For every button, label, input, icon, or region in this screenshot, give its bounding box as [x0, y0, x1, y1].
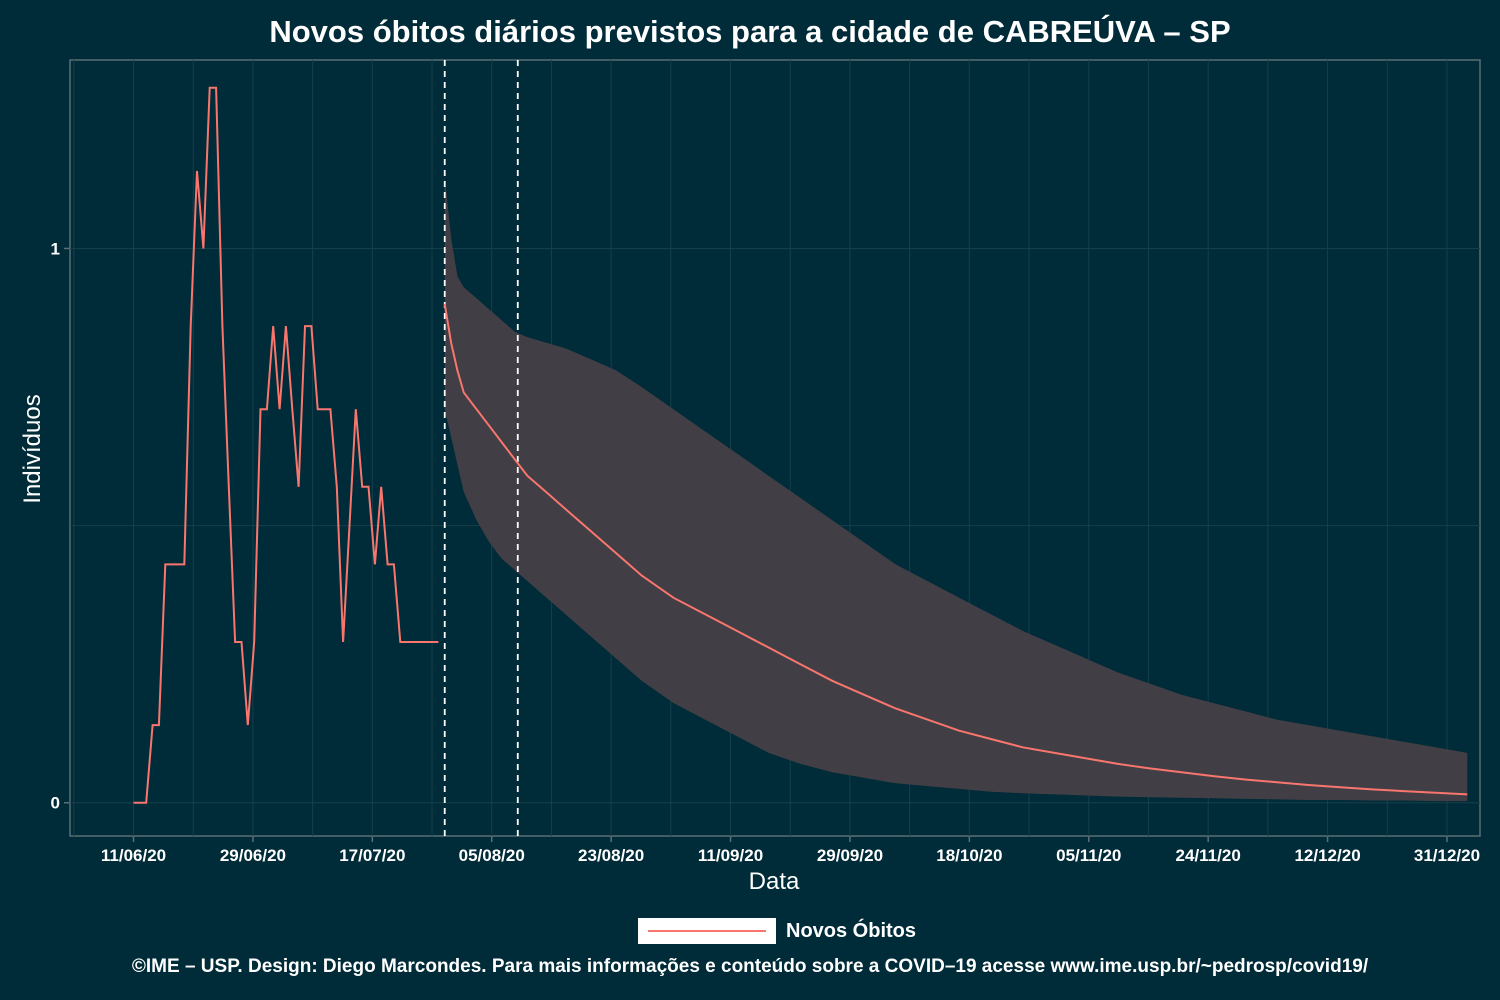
- forecast-confidence-band: [444, 176, 1468, 802]
- x-tick-label: 05/11/20: [1056, 846, 1121, 865]
- legend: Novos Óbitos: [638, 917, 916, 945]
- legend-key: [638, 918, 776, 944]
- legend-key-line: [648, 930, 766, 932]
- series-line-observed: [133, 86, 439, 804]
- y-tick-label: 0: [51, 794, 60, 813]
- chart-title: Novos óbitos diários previstos para a ci…: [269, 14, 1231, 49]
- legend-label: Novos Óbitos: [786, 919, 917, 942]
- x-tick-label: 12/12/20: [1294, 846, 1360, 865]
- y-axis-label: Indivíduos: [19, 394, 46, 503]
- x-tick-label: 23/08/20: [578, 846, 644, 865]
- caption: ©IME – USP. Design: Diego Marcondes. Par…: [131, 956, 1369, 977]
- x-tick-label: 29/09/20: [817, 846, 883, 865]
- x-tick-label: 05/08/20: [459, 846, 525, 865]
- y-tick-label: 1: [51, 239, 60, 258]
- x-tick-label: 17/07/20: [339, 846, 405, 865]
- series-line-forecast: [443, 303, 1468, 796]
- x-tick-label: 31/12/20: [1414, 846, 1480, 865]
- x-tick-label: 11/06/20: [101, 846, 166, 865]
- x-axis-label: Data: [749, 868, 800, 895]
- x-tick-label: 29/06/20: [220, 846, 286, 865]
- x-tick-label: 11/09/20: [698, 846, 763, 865]
- x-tick-label: 24/11/20: [1176, 846, 1241, 865]
- x-tick-label: 18/10/20: [936, 846, 1002, 865]
